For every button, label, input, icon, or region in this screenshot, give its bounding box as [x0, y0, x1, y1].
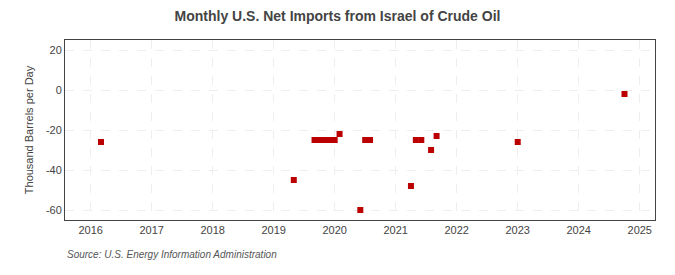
svg-text:2018: 2018: [200, 224, 224, 236]
svg-text:-40: -40: [46, 164, 62, 176]
svg-text:Thousand Barrels per Day: Thousand Barrels per Day: [23, 65, 35, 194]
svg-text:20: 20: [50, 44, 62, 56]
svg-text:2023: 2023: [505, 224, 529, 236]
svg-text:Monthly U.S. Net Imports from: Monthly U.S. Net Imports from Israel of …: [175, 8, 501, 24]
svg-text:-60: -60: [46, 204, 62, 216]
svg-text:2022: 2022: [444, 224, 468, 236]
svg-text:2019: 2019: [261, 224, 285, 236]
svg-text:0: 0: [56, 84, 62, 96]
svg-text:2024: 2024: [566, 224, 590, 236]
svg-text:2020: 2020: [322, 224, 346, 236]
svg-text:-20: -20: [46, 124, 62, 136]
svg-text:2016: 2016: [78, 224, 102, 236]
svg-text:Source: U.S. Energy Informatio: Source: U.S. Energy Information Administ…: [67, 249, 277, 260]
svg-text:2025: 2025: [628, 224, 652, 236]
svg-text:2017: 2017: [139, 224, 163, 236]
svg-text:2021: 2021: [383, 224, 407, 236]
